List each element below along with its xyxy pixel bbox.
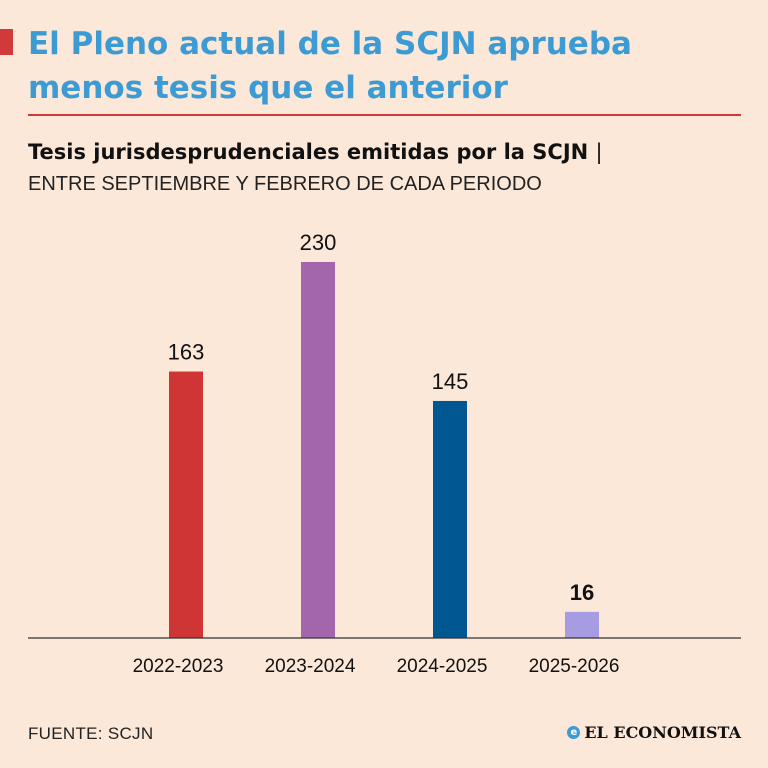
data-label-2023-2024: 230 <box>300 230 337 255</box>
x-tick-label-2024-2025: 2024-2025 <box>397 656 488 677</box>
title-divider <box>28 114 741 116</box>
x-tick-label-2022-2023: 2022-2023 <box>133 656 224 677</box>
bar-2024-2025 <box>433 400 467 638</box>
title-line-2: menos tesis que el anterior <box>28 70 508 106</box>
accent-bar <box>0 29 13 55</box>
x-tick-label-2023-2024: 2023-2024 <box>265 656 356 677</box>
source-note: FUENTE: SCJN <box>28 724 154 743</box>
title-line-1: El Pleno actual de la SCJN aprueba <box>28 26 632 62</box>
brand-e-icon: e <box>567 726 581 739</box>
chart-subtitle: Tesis jurisdesprudenciales emitidas por … <box>28 140 748 164</box>
bar-2023-2024 <box>301 262 335 638</box>
chart-subtitle-secondary: ENTRE SEPTIEMBRE Y FEBRERO DE CADA PERIO… <box>28 173 542 195</box>
page-title: El Pleno actual de la SCJN aprueba menos… <box>28 22 748 110</box>
data-label-2025-2026: 16 <box>570 580 594 605</box>
bar-2025-2026 <box>565 611 599 638</box>
bar-2022-2023 <box>169 371 203 638</box>
data-label-2022-2023: 163 <box>168 340 205 365</box>
x-tick-label-2025-2026: 2025-2026 <box>529 656 620 677</box>
brand-logo: e EL ECONOMISTA <box>567 723 741 742</box>
subtitle-separator: | <box>595 140 603 164</box>
data-label-2024-2025: 145 <box>432 369 469 394</box>
brand-name: EL ECONOMISTA <box>584 723 741 742</box>
chart-subtitle-text: Tesis jurisdesprudenciales emitidas por … <box>28 140 589 164</box>
